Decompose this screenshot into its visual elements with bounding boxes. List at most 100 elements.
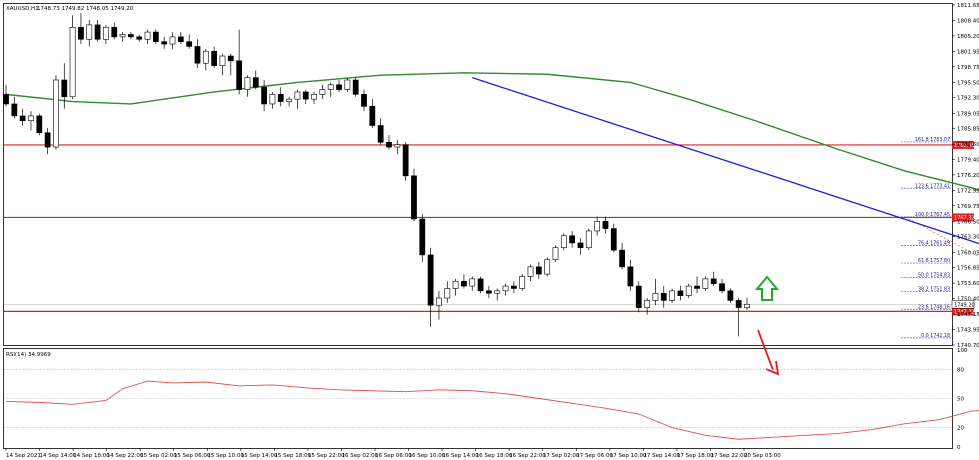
time-tick-label: 14 Sep 2021 — [6, 453, 41, 459]
rsi-line — [5, 380, 979, 440]
bullish-candle — [644, 300, 650, 308]
price-tick-label: 1776.20 — [957, 173, 979, 179]
bearish-candle — [402, 144, 409, 177]
time-tick-label: 16 Sep 22:00 — [509, 453, 546, 459]
current-price-tag — [951, 300, 975, 309]
fib-level-label: 38.2 1751.83 — [918, 287, 950, 293]
price-tick-label: 1769.75 — [957, 204, 979, 210]
level-price-tag — [952, 140, 974, 149]
time-tick-label: 17 Sep 18:00 — [677, 453, 714, 459]
bearish-candle — [3, 94, 9, 105]
price-tick-label: 1750.40 — [957, 297, 979, 303]
bullish-candle — [652, 292, 659, 301]
bullish-candle — [53, 79, 59, 148]
time-tick-label: 16 Sep 06:00 — [375, 453, 412, 459]
fib-level-label: 0.0 1742.18 — [921, 333, 950, 339]
bullish-candle — [344, 79, 351, 90]
bearish-candle — [461, 280, 467, 287]
bearish-candle — [177, 36, 184, 42]
bullish-candle — [494, 290, 501, 294]
bearish-candle — [610, 228, 617, 251]
time-tick-label: 17 Sep 22:00 — [710, 453, 747, 459]
trendline-layer — [472, 76, 979, 245]
bearish-candle — [78, 26, 84, 40]
fib-level-label: 76.4 1761.49 — [918, 240, 950, 246]
bullish-candle — [294, 91, 301, 100]
bearish-candle — [211, 50, 218, 66]
price-tick-label: 1779.40 — [957, 158, 979, 164]
time-tick-label: 14 Sep 14:00 — [40, 453, 77, 459]
bullish-candle — [560, 235, 567, 249]
bearish-candle — [336, 84, 342, 90]
rsi-tick-label: 0 — [957, 445, 961, 451]
price-tick-label: 1808.40 — [957, 19, 979, 25]
bearish-candle — [11, 103, 18, 117]
candles-layer — [3, 12, 750, 337]
price-tick-label: 1801.95 — [957, 49, 979, 55]
bearish-candle — [719, 283, 725, 292]
time-tick-label: 15 Sep 10:00 — [207, 453, 244, 459]
rsi-tick-label: 50 — [957, 397, 964, 403]
price-axis: 1811.65 1808.40 1805.20 1801.95 1798.75 1795.… — [952, 3, 979, 349]
time-tick-label: 16 Sep 02:00 — [341, 453, 378, 459]
rsi-plot-frame — [3, 348, 953, 449]
price-tick-label: 1789.05 — [957, 111, 979, 117]
bullish-candle — [594, 221, 601, 232]
bearish-candle — [152, 31, 159, 42]
bullish-candle — [444, 288, 451, 299]
price-tick-label: 1782.60 — [957, 142, 979, 148]
time-tick-label: 16 Sep 10:00 — [409, 453, 446, 459]
time-tick-label: 15 Sep 18:00 — [274, 453, 311, 459]
bearish-candle — [136, 36, 143, 40]
bullish-candle — [311, 94, 317, 100]
level-price-tag — [952, 213, 974, 222]
time-tick-label: 15 Sep 14:00 — [241, 453, 278, 459]
bullish-candle — [744, 303, 750, 308]
bearish-candle — [19, 115, 26, 122]
down-arrow-shaft — [757, 329, 774, 371]
arrows-layer — [754, 275, 780, 376]
bearish-candle — [677, 290, 684, 296]
fib-level-label: 50.0 1754.83 — [918, 272, 950, 278]
time-tick-label: 20 Sep 03:00 — [744, 453, 781, 459]
bearish-candle — [627, 266, 634, 287]
moving-average-line — [5, 72, 979, 192]
bearish-candle — [602, 221, 609, 229]
bullish-candle — [327, 84, 334, 90]
moving-average-layer — [5, 72, 979, 192]
bearish-candle — [727, 290, 734, 301]
bearish-candle — [660, 292, 667, 301]
bullish-candle — [269, 94, 276, 105]
price-tick-label: 1795.50 — [957, 80, 979, 86]
time-tick-label: 17 Sep 02:00 — [543, 453, 580, 459]
symbol-header: XAUUSD,H1 — [6, 6, 39, 12]
time-tick-label: 15 Sep 02:00 — [140, 453, 177, 459]
bullish-candle — [202, 50, 209, 64]
bullish-candle — [502, 285, 509, 292]
bearish-candle — [377, 125, 384, 143]
bearish-candle — [36, 115, 43, 134]
time-tick-label: 14 Sep 18:00 — [73, 453, 110, 459]
bearish-candle — [535, 266, 542, 275]
price-tick-label: 1792.30 — [957, 96, 979, 102]
bearish-candle — [252, 77, 259, 88]
bearish-candle — [510, 285, 517, 289]
bullish-candle — [394, 144, 401, 148]
bearish-candle — [577, 242, 584, 249]
price-tick-label: 1811.65 — [957, 3, 979, 9]
bullish-candle — [69, 26, 76, 98]
time-tick-label: 16 Sep 14:00 — [442, 453, 479, 459]
bullish-candle — [103, 26, 109, 40]
bearish-candle — [44, 132, 51, 148]
bullish-candle — [244, 77, 251, 90]
price-tick-label: 1785.85 — [957, 127, 979, 133]
fibonacci-levels: 0.0 1742.18 23.6 1748.16 38.2 1751.83 50.0 … — [901, 137, 979, 339]
level-price-label: 1782.45 — [954, 143, 975, 149]
bearish-candle — [261, 86, 267, 105]
bearish-candle — [186, 41, 193, 47]
bullish-candle — [119, 34, 126, 38]
bearish-candle — [277, 94, 284, 102]
bearish-candle — [111, 26, 118, 38]
